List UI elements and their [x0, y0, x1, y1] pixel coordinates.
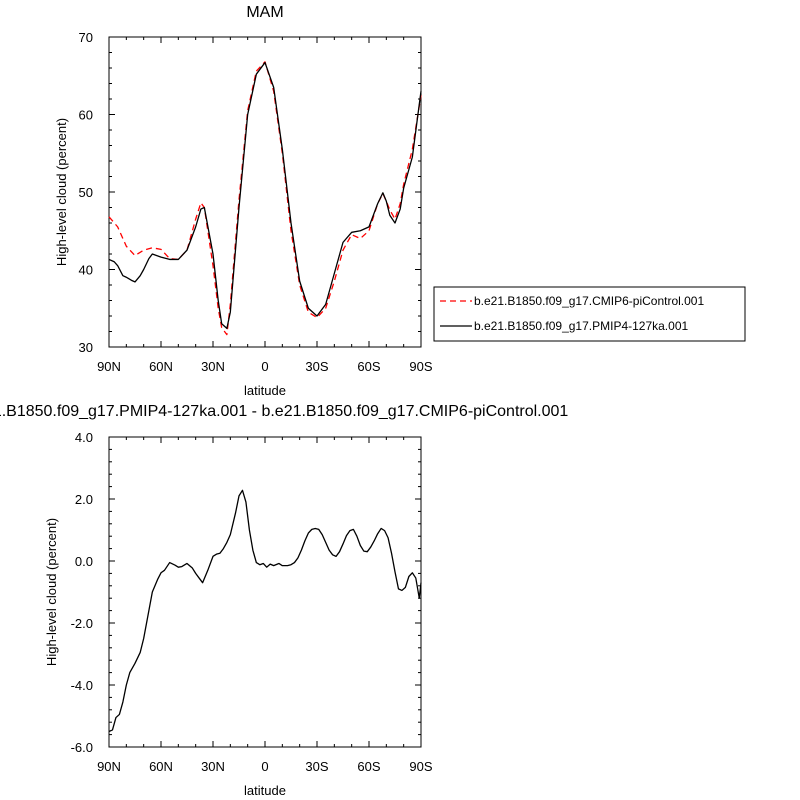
top-x-tick-label: 60N: [149, 359, 173, 374]
top-x-tick-label: 90S: [409, 359, 432, 374]
top-y-tick-label: 50: [79, 185, 93, 200]
top-y-tick-label: 30: [79, 340, 93, 355]
top-x-tick-labels: 90N 60N 30N 0 30S 60S 90S: [97, 359, 433, 374]
top-x-tick-label: 30S: [305, 359, 328, 374]
top-x-tick-label: 0: [261, 359, 268, 374]
bottom-plot-frame: [108, 436, 422, 748]
top-series-line-0: [108, 61, 422, 336]
top-series-line-1: [108, 61, 422, 330]
bottom-x-tick-label: 60N: [149, 759, 173, 774]
top-y-tick-label: 40: [79, 263, 93, 278]
bottom-x-tick-label: 60S: [357, 759, 380, 774]
legend-label-control: b.e21.B1850.f09_g17.CMIP6-piControl.001: [474, 294, 704, 308]
bottom-series-lines: [108, 489, 422, 733]
bottom-y-axis-label: High-level cloud (percent): [44, 518, 59, 666]
bottom-y-tick-label: -6.0: [71, 740, 93, 755]
bottom-y-tick-label: -2.0: [71, 616, 93, 631]
legend-box: [433, 286, 746, 342]
top-x-tick-label: 30N: [201, 359, 225, 374]
bottom-x-tick-label: 30S: [305, 759, 328, 774]
top-axis-ticks: [108, 36, 422, 348]
bottom-series-line-0: [108, 489, 422, 733]
top-x-axis-label: latitude: [244, 383, 286, 398]
bottom-panel: b.e21.B1850.f09_g17.PMIP4-127ka.001 - b.…: [0, 403, 568, 798]
bottom-chart-title: b.e21.B1850.f09_g17.PMIP4-127ka.001 - b.…: [0, 403, 568, 420]
top-series-lines: [108, 61, 422, 336]
bottom-x-tick-label: 90N: [97, 759, 121, 774]
top-y-tick-labels: 30 40 50 60 70: [79, 30, 93, 355]
top-y-tick-label: 70: [79, 30, 93, 45]
bottom-y-tick-label: 2.0: [75, 492, 93, 507]
top-panel: MAM 90N 60N 30N 0 30S 60S 90S 30 40 50 60 70 latit…: [54, 4, 433, 398]
bottom-x-tick-label: 0: [261, 759, 268, 774]
bottom-x-tick-label: 30N: [201, 759, 225, 774]
bottom-x-tick-label: 90S: [409, 759, 432, 774]
legend-label-127ka: b.e21.B1850.f09_g17.PMIP4-127ka.001: [474, 319, 688, 333]
bottom-x-tick-labels: 90N 60N 30N 0 30S 60S 90S: [97, 759, 433, 774]
top-y-axis-label: High-level cloud (percent): [54, 118, 69, 266]
bottom-y-tick-label: -4.0: [71, 678, 93, 693]
bottom-x-axis-label: latitude: [244, 783, 286, 798]
top-x-tick-label: 60S: [357, 359, 380, 374]
bottom-y-tick-label: 0.0: [75, 554, 93, 569]
bottom-y-tick-labels: -6.0 -4.0 -2.0 0.0 2.0 4.0: [71, 430, 93, 755]
top-x-tick-label: 90N: [97, 359, 121, 374]
top-y-tick-label: 60: [79, 108, 93, 123]
top-chart-title: MAM: [246, 4, 283, 21]
bottom-y-tick-label: 4.0: [75, 430, 93, 445]
legend: b.e21.B1850.f09_g17.CMIP6-piControl.001 …: [433, 286, 746, 342]
bottom-axis-ticks: [108, 436, 422, 748]
top-plot-frame: [108, 36, 422, 348]
